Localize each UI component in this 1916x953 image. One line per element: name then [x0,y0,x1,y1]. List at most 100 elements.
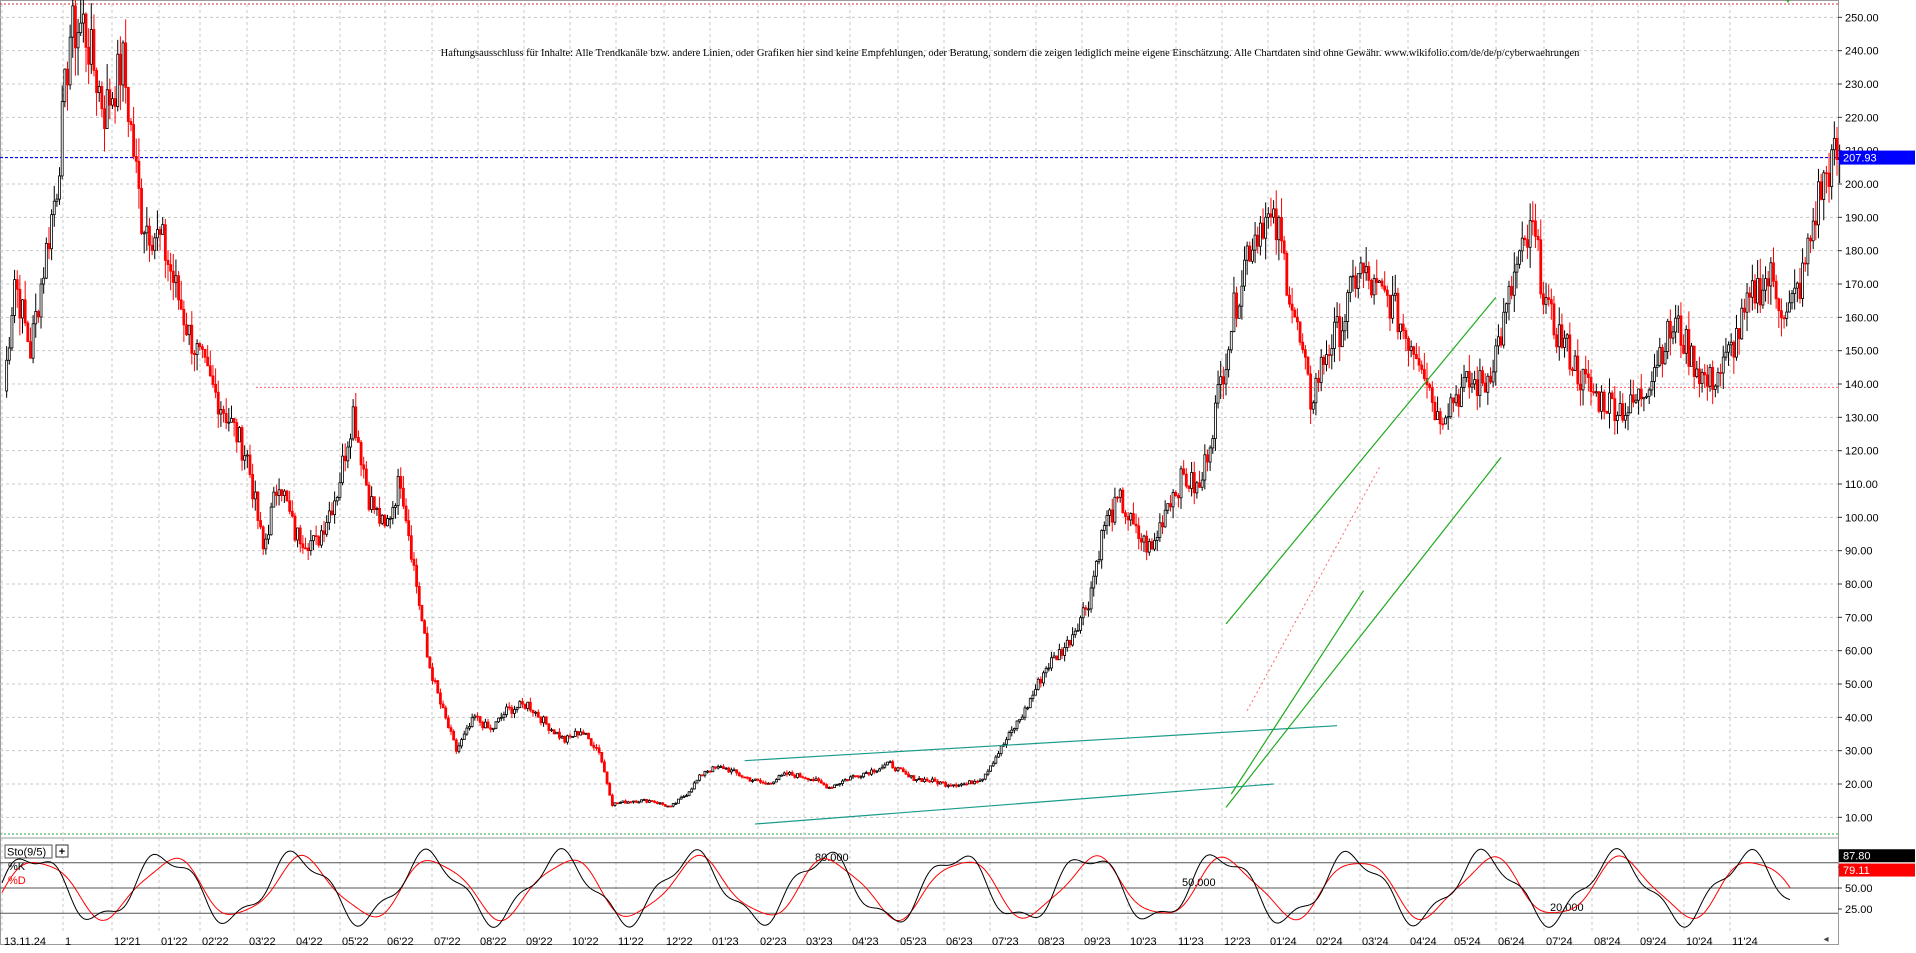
candle [796,773,799,779]
candle-body [238,427,241,443]
candle [714,766,717,770]
candle [1756,260,1760,314]
candle [923,776,926,783]
candle-body [1809,237,1812,242]
expand-pane-icon: + [59,846,65,858]
candle-body [177,275,180,301]
candle [1034,684,1037,696]
candle-body [319,530,323,546]
candle [150,235,154,256]
candle [50,209,54,261]
candle [364,461,368,486]
candle [1050,651,1053,672]
candle [290,500,294,518]
candle [145,207,149,251]
candle-body [396,476,400,507]
candle-body [700,774,704,777]
candle [521,697,524,709]
candle-body [1769,262,1773,287]
candle [1449,393,1453,419]
candle-body [962,783,966,786]
candle-body [1571,368,1574,371]
time-tick-label: 05'22 [342,936,369,948]
candle [351,399,355,441]
candle [1470,372,1474,393]
candle [1782,315,1786,329]
candle-body [169,264,173,272]
candle-body [166,259,170,265]
candle-body [1743,307,1746,313]
candle [161,217,165,235]
candle-body [1346,292,1350,322]
candle [15,270,19,308]
candle-body [1036,678,1040,690]
candle [367,481,371,512]
candle [335,495,339,506]
candle [129,118,133,132]
candle-body [1063,647,1067,656]
candle [1576,339,1580,392]
candle [1475,366,1479,411]
candle-body [1214,402,1217,439]
price-tick-label: 240.00 [1845,46,1879,58]
candle [386,514,389,527]
candle-body [1340,330,1344,348]
candle [1338,303,1342,362]
candle-body [793,774,797,778]
candle-body [745,776,749,779]
candle [811,776,815,782]
candle-body [875,770,879,773]
candle-body [1557,324,1561,348]
candle [137,138,141,209]
candle [214,368,218,399]
candle [1057,643,1061,661]
candle [849,775,852,781]
candle [542,715,545,727]
candle-body [1034,689,1037,696]
candle-body [1303,349,1307,358]
candle-body [1817,181,1820,226]
candle [1502,298,1506,349]
candle-body [1481,370,1484,384]
candle [1629,379,1633,414]
candle-body [769,782,773,785]
candle-body [1518,250,1521,265]
candle-body [933,778,937,782]
candle [1616,411,1619,434]
candle [986,768,990,777]
time-tick-label: 10'23 [1130,936,1157,948]
candle-body [1116,496,1119,499]
candle-body [1565,334,1569,339]
candle [573,728,577,737]
candle-body [362,464,366,470]
candle [745,776,749,780]
candle [632,800,635,804]
candle [1065,636,1069,652]
candle [1639,374,1643,407]
candle-body [544,716,548,725]
candle [960,782,963,787]
candle-body [1190,472,1194,489]
candle [1745,283,1749,332]
candle-body [899,767,903,770]
candle [1372,274,1376,305]
candle [81,0,85,43]
candle-body [727,767,731,773]
price-axis: 10.00 20.00 30.00 40.00 50.00 60.00 70.00 80.00… [1838,12,1915,824]
expand-pane-button[interactable] [55,844,69,858]
time-tick-label: 11'23 [1178,936,1204,948]
candle [838,783,842,787]
candle-body [1084,607,1088,610]
candle [111,92,114,110]
scroll-left-icon[interactable]: ◂ [1823,934,1828,945]
candle-body [965,783,969,786]
candle [171,253,175,301]
candle-body [735,769,739,774]
candle [835,783,839,786]
candle-body [23,299,27,324]
candle-body [113,98,117,107]
candle-body [1176,495,1180,499]
candle [1798,267,1802,304]
candle [179,280,183,310]
candle-body [687,791,691,797]
